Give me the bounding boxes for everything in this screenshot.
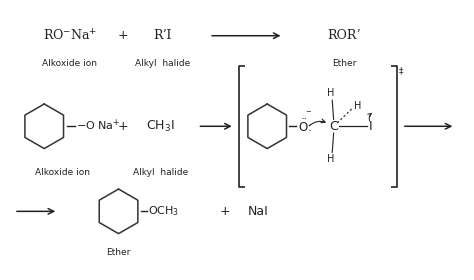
Text: RORʼ: RORʼ (327, 29, 360, 42)
Text: $^{-}$: $^{-}$ (304, 109, 311, 119)
Text: $\ddot{\mathrm{O}}$:: $\ddot{\mathrm{O}}$: (298, 118, 312, 134)
Text: NaI: NaI (247, 205, 268, 218)
Text: C: C (329, 120, 338, 133)
Text: +: + (118, 29, 128, 42)
Text: Ether: Ether (106, 248, 131, 257)
Text: I: I (368, 120, 372, 133)
Text: Ether: Ether (332, 59, 356, 68)
Text: OCH$_3$: OCH$_3$ (148, 204, 180, 218)
Text: Alkoxide ion: Alkoxide ion (35, 169, 91, 178)
Text: Alkoxide ion: Alkoxide ion (42, 59, 97, 68)
Text: RʼI: RʼI (154, 29, 172, 42)
Text: +: + (118, 120, 128, 133)
Text: $\mathsf{-}$O Na$^{\mathsf{+}}$: $\mathsf{-}$O Na$^{\mathsf{+}}$ (76, 117, 120, 132)
Text: H: H (327, 154, 335, 164)
Text: Alkyl  halide: Alkyl halide (133, 169, 188, 178)
Text: Alkyl  halide: Alkyl halide (135, 59, 190, 68)
Text: H: H (327, 88, 335, 98)
Text: CH$_3$I: CH$_3$I (146, 119, 174, 134)
Text: H: H (354, 101, 362, 111)
Text: ‡: ‡ (399, 66, 404, 75)
Text: +: + (220, 205, 231, 218)
Text: RO$^{\mathsf{-}}$Na$^{\mathsf{+}}$: RO$^{\mathsf{-}}$Na$^{\mathsf{+}}$ (43, 28, 97, 43)
